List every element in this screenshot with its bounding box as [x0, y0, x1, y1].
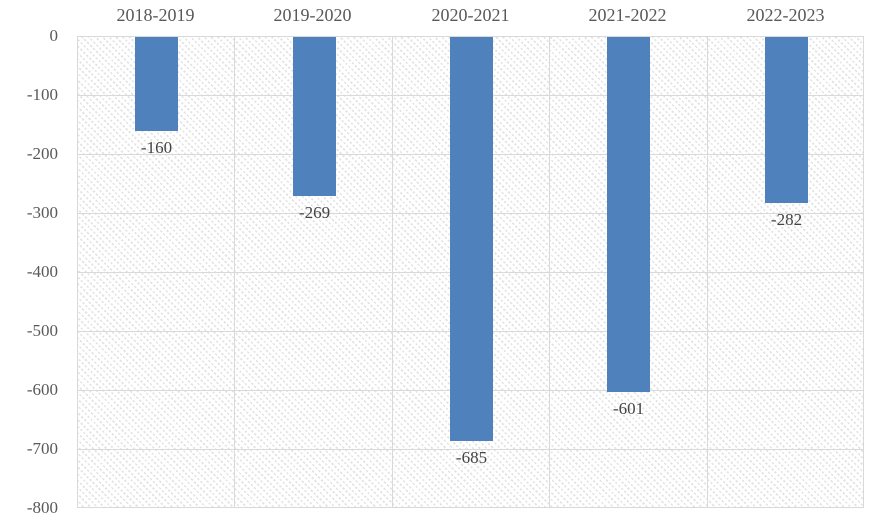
vertical-gridline — [234, 37, 235, 507]
data-label-2021-2022: -601 — [612, 399, 645, 418]
data-label-2018-2019: -160 — [140, 138, 173, 157]
category-label-2022-2023: 2022-2023 — [746, 5, 825, 25]
bar-2021-2022 — [607, 37, 650, 392]
y-tick-label--300: -300 — [26, 203, 58, 222]
data-label-2020-2021: -685 — [455, 448, 488, 467]
y-tick-label--500: -500 — [26, 321, 58, 340]
data-label-2022-2023: -282 — [770, 210, 803, 229]
y-tick-label--100: -100 — [26, 85, 58, 104]
vertical-gridline — [707, 37, 708, 507]
y-tick-label--800: -800 — [26, 498, 58, 517]
bar-2022-2023 — [765, 37, 808, 203]
y-tick-label--400: -400 — [26, 262, 58, 281]
y-tick-label--200: -200 — [26, 144, 58, 163]
vertical-gridline — [392, 37, 393, 507]
category-label-2018-2019: 2018-2019 — [116, 5, 195, 25]
category-label-2019-2020: 2019-2020 — [273, 5, 352, 25]
category-label-2020-2021: 2020-2021 — [431, 5, 510, 25]
y-tick-label--600: -600 — [26, 380, 58, 399]
bar-2018-2019 — [135, 37, 178, 131]
y-tick-label-0: 0 — [49, 26, 59, 45]
data-label-2019-2020: -269 — [298, 203, 331, 222]
plot-area: -160 -269 -685 -601 -282 — [77, 36, 864, 508]
vertical-gridline — [549, 37, 550, 507]
bar-2020-2021 — [450, 37, 493, 441]
y-tick-label--700: -700 — [26, 439, 58, 458]
bar-2019-2020 — [293, 37, 336, 196]
horizontal-gridline — [78, 449, 863, 450]
category-label-2021-2022: 2021-2022 — [588, 5, 667, 25]
